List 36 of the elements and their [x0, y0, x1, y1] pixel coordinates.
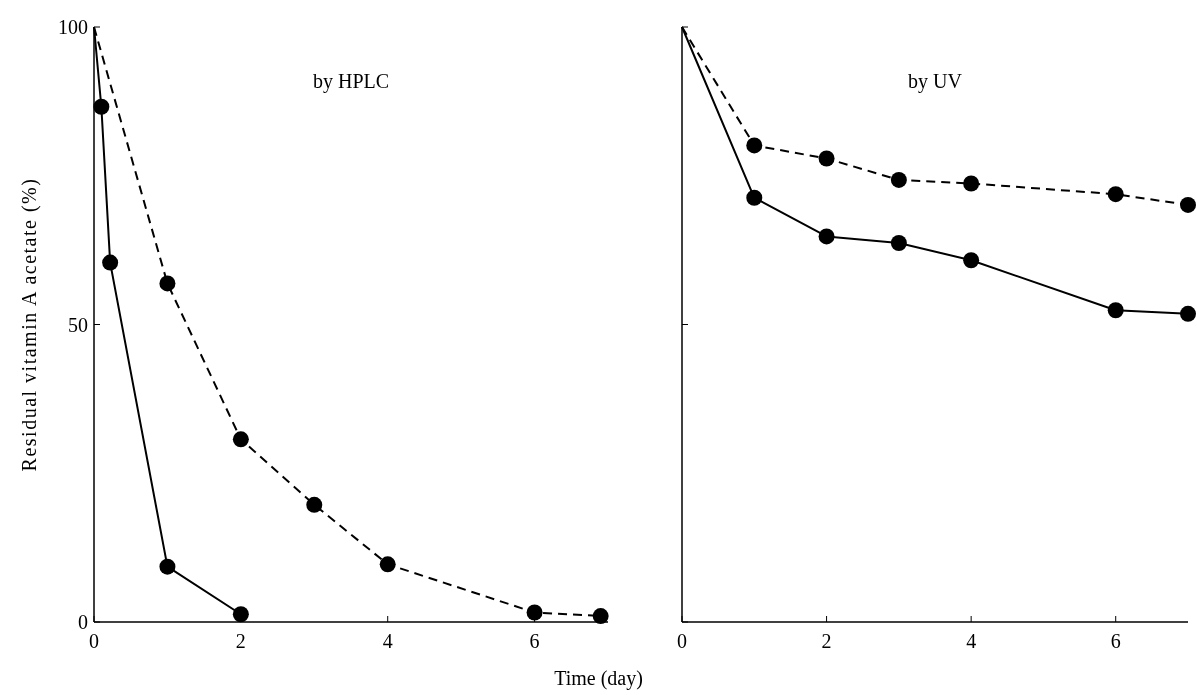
point: [232, 431, 249, 448]
point: [1180, 196, 1196, 213]
point: [159, 558, 176, 575]
point: [1107, 186, 1124, 203]
point: [746, 137, 763, 154]
x-tick-label: 2: [235, 630, 246, 652]
point: [592, 608, 609, 625]
x-axis-title: Time (day): [554, 667, 643, 690]
point: [102, 254, 119, 271]
point: [746, 189, 763, 206]
x-tick-label: 4: [382, 630, 393, 652]
y-tick-label: 50: [68, 313, 88, 336]
point: [1107, 302, 1124, 319]
point: [963, 175, 980, 192]
point: [93, 98, 110, 115]
y-tick-label: 100: [58, 16, 88, 38]
x-tick-label: 6: [529, 630, 540, 652]
point: [232, 606, 249, 623]
point: [890, 171, 907, 188]
x-tick-label: 0: [677, 630, 687, 652]
point: [963, 252, 980, 269]
x-tick-label: 4: [966, 630, 977, 652]
point: [818, 150, 835, 167]
point: [306, 496, 323, 513]
point: [379, 556, 396, 573]
x-tick-label: 6: [1110, 630, 1121, 652]
point: [818, 228, 835, 245]
y-axis-title: Residual vitamin A acetate (%): [18, 177, 41, 472]
text: by UV: [908, 70, 963, 93]
y-tick-label: 0: [78, 611, 88, 633]
x-tick-label: 2: [821, 630, 832, 652]
point: [1180, 305, 1196, 322]
text: by HPLC: [312, 70, 390, 93]
point: [890, 234, 907, 251]
point: [526, 604, 543, 621]
point: [159, 275, 176, 292]
